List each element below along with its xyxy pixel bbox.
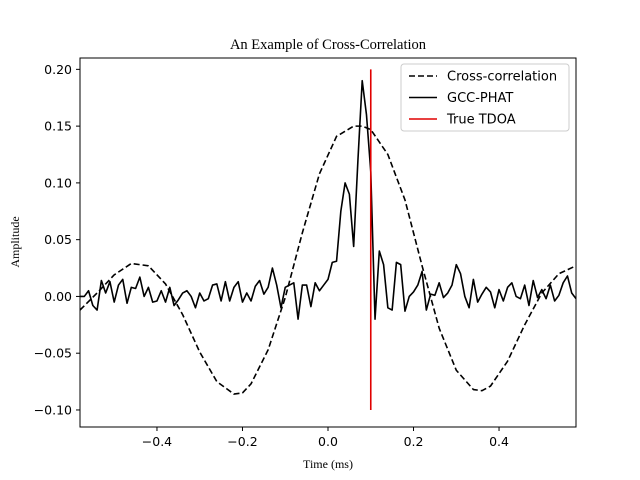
x-tick-label: 0.4: [489, 434, 509, 449]
legend: Cross-correlation GCC-PHAT True TDOA: [400, 63, 570, 132]
y-tick-label: 0.20: [44, 62, 72, 77]
legend-label-true-tdoa: True TDOA: [446, 113, 516, 128]
legend-label-gcc-phat: GCC-PHAT: [447, 91, 513, 106]
y-tick-label: −0.10: [34, 402, 72, 417]
x-axis-label: Time (ms): [303, 457, 353, 471]
y-tick-label: −0.05: [34, 346, 72, 361]
y-tick-label: 0.05: [44, 232, 72, 247]
series-layer: [80, 69, 576, 410]
y-axis: 0.20 0.15 0.10 0.05 0.00 −0.05 −0.10: [34, 62, 80, 417]
y-axis-label: Amplitude: [8, 216, 22, 267]
series-line-gcc-phat: [80, 79, 576, 320]
legend-label-cross-correlation: Cross-correlation: [447, 70, 557, 85]
chart-title: An Example of Cross-Correlation: [230, 37, 427, 53]
legend-box: [400, 63, 570, 132]
x-axis: −0.4 −0.2 0.0 0.2 0.4: [142, 427, 509, 449]
y-tick-label: 0.15: [44, 119, 72, 134]
x-tick-label: 0.2: [404, 434, 424, 449]
x-tick-label: 0.0: [318, 434, 338, 449]
y-tick-label: 0.10: [44, 175, 72, 190]
x-tick-label: −0.4: [142, 434, 172, 449]
y-tick-label: 0.00: [44, 289, 72, 304]
x-tick-label: −0.2: [227, 434, 257, 449]
series-line-cross-correlation: [80, 125, 576, 395]
